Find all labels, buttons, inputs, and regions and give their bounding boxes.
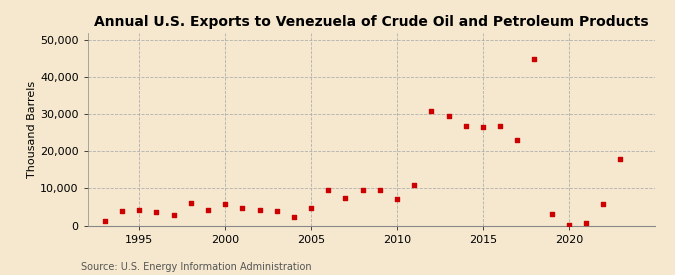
Point <box>168 213 179 217</box>
Point <box>529 57 540 61</box>
Point <box>564 222 574 227</box>
Point <box>392 197 402 201</box>
Title: Annual U.S. Exports to Venezuela of Crude Oil and Petroleum Products: Annual U.S. Exports to Venezuela of Crud… <box>94 15 649 29</box>
Point <box>357 187 368 192</box>
Point <box>580 221 591 226</box>
Point <box>237 205 248 210</box>
Y-axis label: Thousand Barrels: Thousand Barrels <box>27 81 37 178</box>
Point <box>288 215 299 219</box>
Point <box>375 188 385 192</box>
Point <box>117 208 128 213</box>
Point <box>306 206 317 210</box>
Point <box>186 200 196 205</box>
Point <box>340 196 351 200</box>
Point <box>99 219 110 223</box>
Point <box>598 202 609 206</box>
Point <box>254 208 265 212</box>
Point <box>409 183 420 187</box>
Point <box>220 202 231 206</box>
Point <box>134 208 144 213</box>
Point <box>546 211 557 216</box>
Point <box>271 209 282 214</box>
Point <box>615 157 626 161</box>
Point <box>323 187 333 192</box>
Point <box>495 123 506 128</box>
Point <box>443 114 454 119</box>
Point <box>151 210 162 214</box>
Point <box>426 109 437 113</box>
Point <box>460 123 471 128</box>
Point <box>512 138 522 142</box>
Point <box>202 207 213 212</box>
Text: Source: U.S. Energy Information Administration: Source: U.S. Energy Information Administ… <box>81 262 312 272</box>
Point <box>477 125 488 130</box>
